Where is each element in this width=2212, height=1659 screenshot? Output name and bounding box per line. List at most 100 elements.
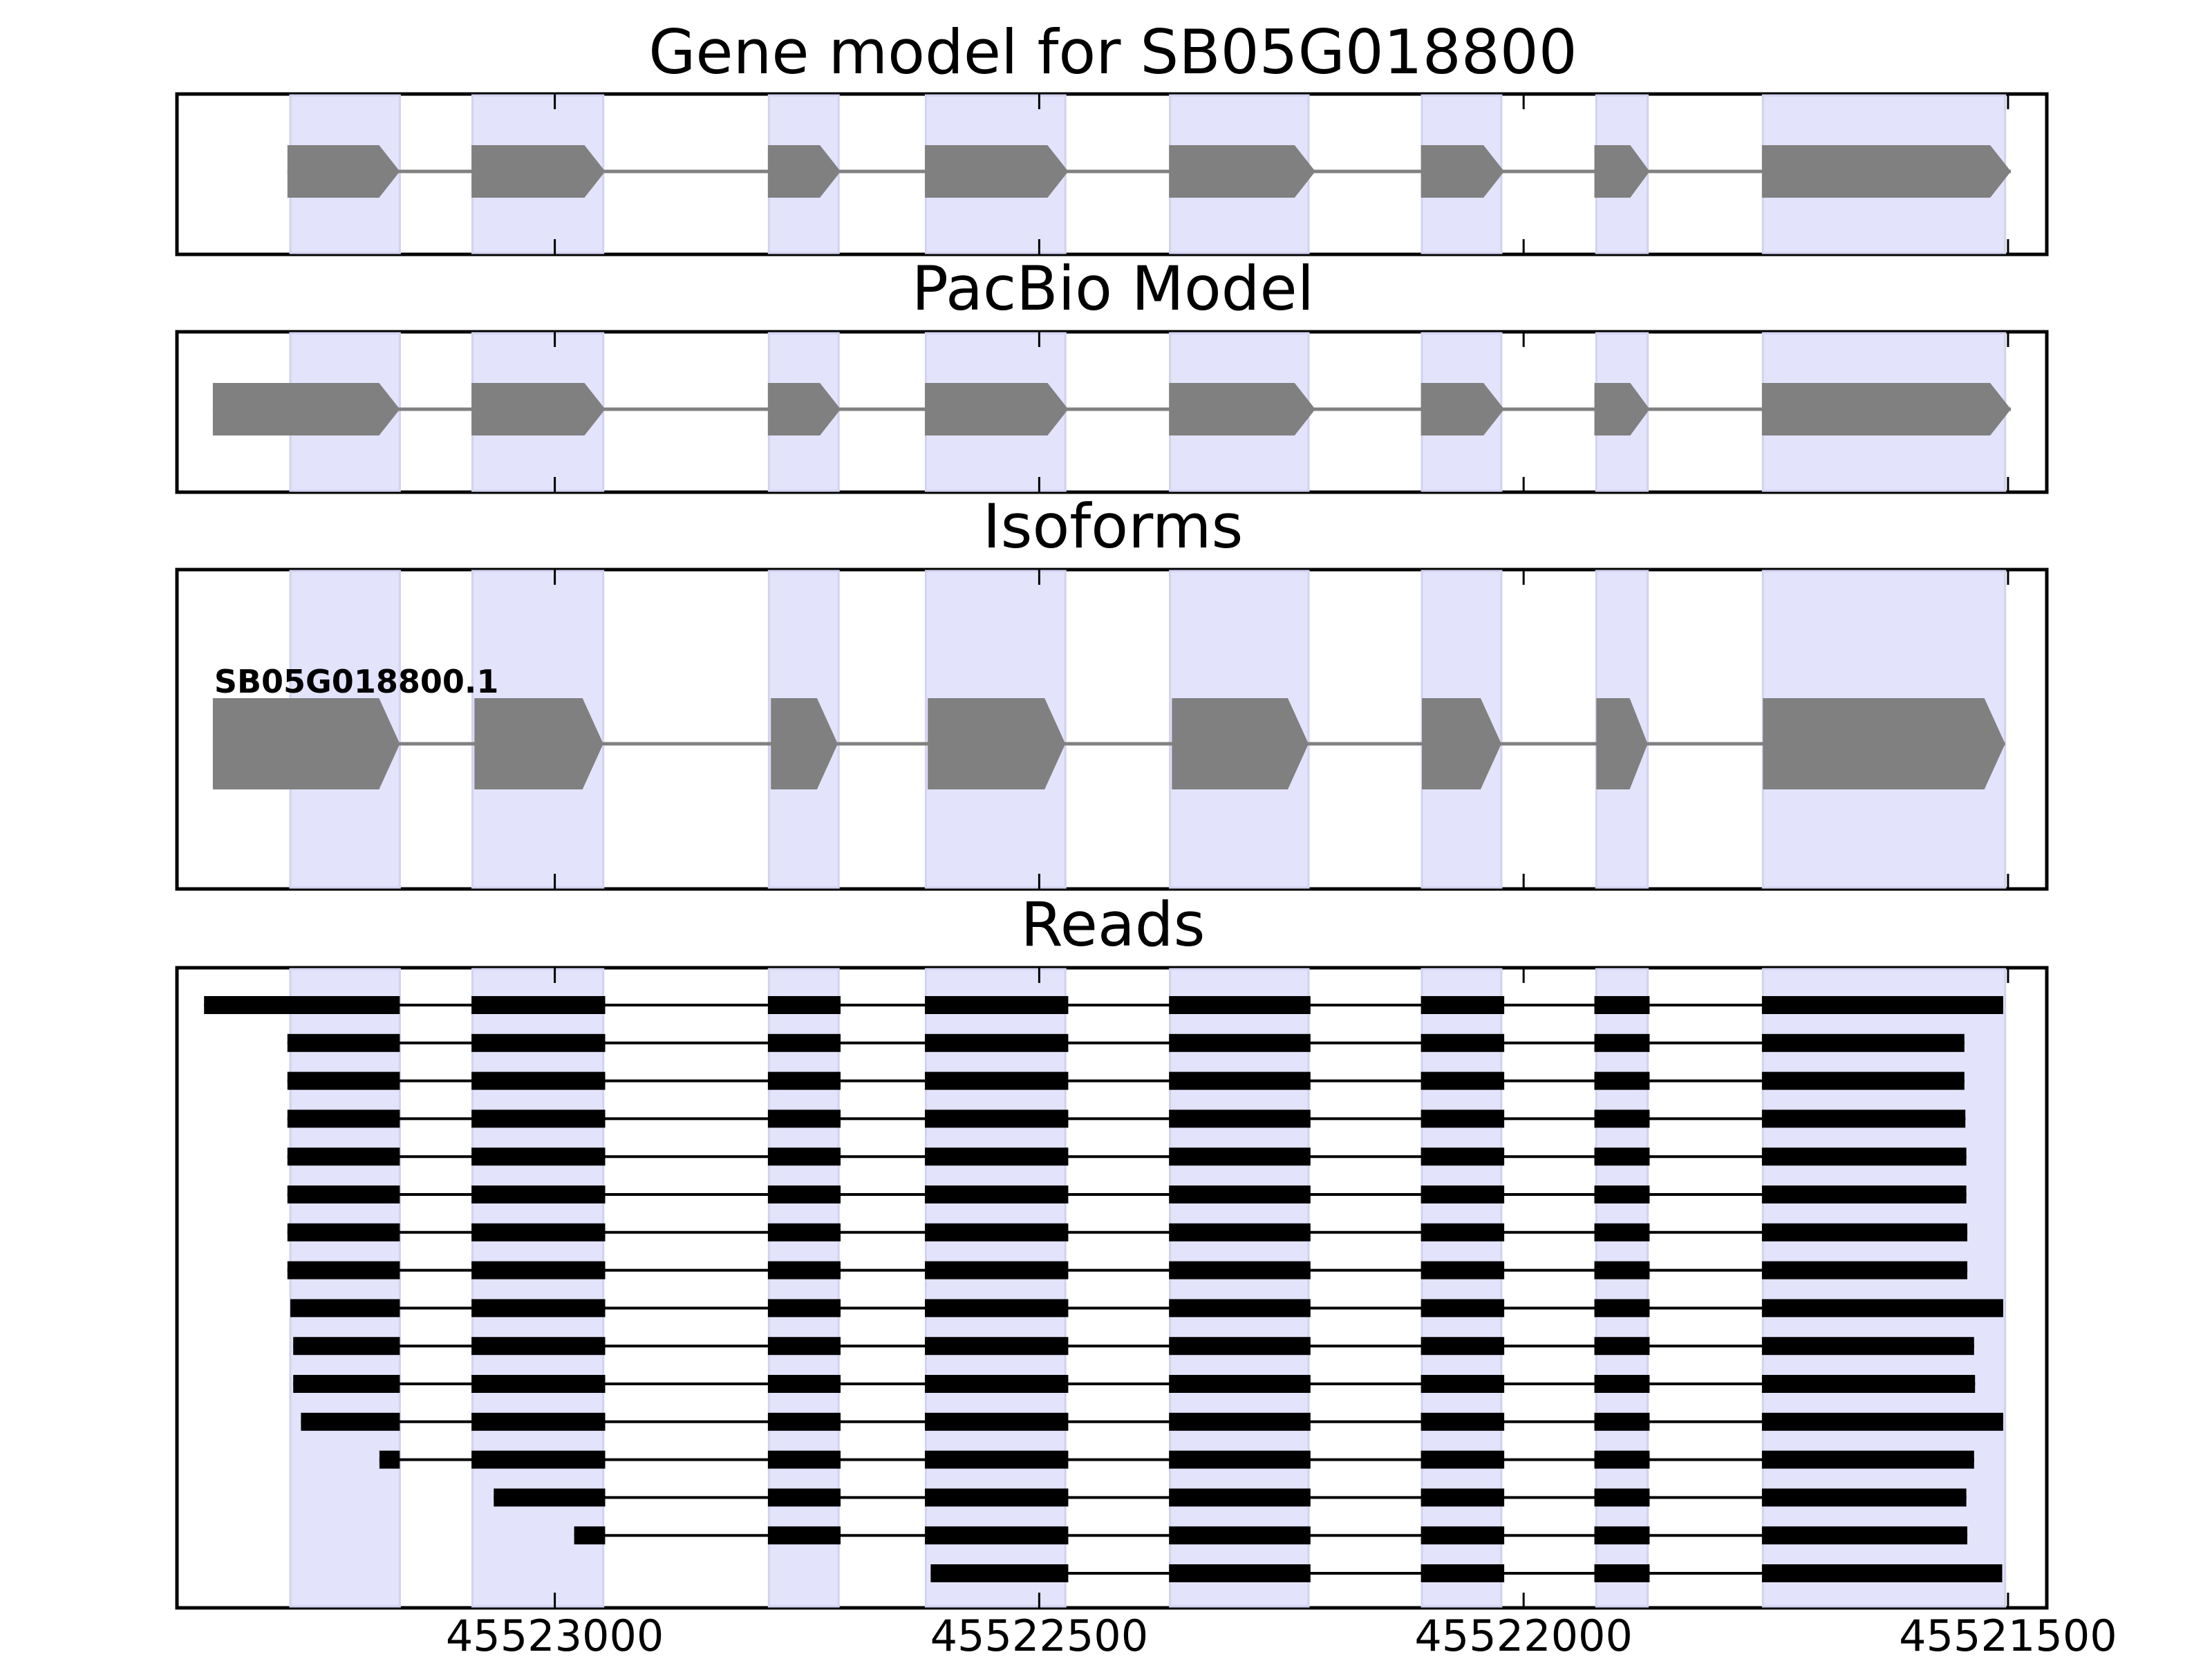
panel-frame-pacbio-model	[175, 330, 2049, 494]
read-exon-block	[1169, 1033, 1311, 1052]
read-exon-block	[1421, 1033, 1505, 1052]
read-exon-block	[1594, 1299, 1650, 1318]
read-exon-block	[925, 1450, 1069, 1469]
read-exon-block	[1421, 1261, 1505, 1280]
read-exon-block	[767, 1488, 841, 1507]
read-exon-block	[767, 996, 841, 1014]
read-exon-block	[287, 1185, 400, 1203]
read-exon-block	[1761, 1109, 1966, 1128]
read-exon-block	[925, 1071, 1069, 1090]
exon-shading-reads	[289, 968, 2007, 1608]
read-exon-block	[287, 1223, 400, 1241]
read-exon-block	[1421, 1337, 1505, 1356]
read-exon-block	[471, 1147, 606, 1166]
read-exon-block	[471, 1071, 606, 1090]
read-exon-block	[1761, 1337, 1974, 1356]
read-exon-block	[1421, 1488, 1505, 1507]
panel-title-pacbio-model: PacBio Model	[912, 253, 1314, 324]
read-exon-block	[471, 1299, 606, 1318]
read-exon-block	[925, 1337, 1069, 1356]
panel-isoforms: Isoforms SB05G018800.1	[175, 491, 2049, 891]
read-exon-block	[290, 1299, 400, 1318]
read-exon-block	[379, 1450, 400, 1469]
panel-frame-reads	[175, 966, 2049, 1610]
exon-arrow	[1172, 698, 1309, 789]
panel-gene-model: Gene model for SB05G018800	[175, 17, 2049, 256]
read-exon-block	[767, 1412, 841, 1431]
read-exon-block	[1169, 1299, 1311, 1318]
exon-arrow	[1422, 698, 1501, 789]
exon-arrow	[1169, 145, 1315, 198]
read-exon-block	[767, 1337, 841, 1356]
read-exon-block	[1594, 1033, 1650, 1052]
exon-arrow	[767, 145, 841, 198]
read-exon-block	[1421, 1071, 1505, 1090]
exon-shading-band	[1421, 968, 1503, 1608]
read-exon-block	[293, 1375, 400, 1393]
read-exon-block	[925, 1488, 1069, 1507]
read-exon-block	[1761, 1071, 1965, 1090]
read-exon-block	[471, 1412, 606, 1431]
read-exon-block	[1421, 996, 1505, 1014]
exon-arrow	[1761, 145, 2012, 198]
read-exon-block	[1594, 1261, 1650, 1280]
read-exon-block	[471, 1337, 606, 1356]
x-axis-tick-labels: 45523000 45522500 45522000 45521500	[446, 1611, 2117, 1659]
read-exon-block	[767, 1109, 841, 1128]
read-exon-block	[1169, 1488, 1311, 1507]
panel-title-reads: Reads	[1021, 889, 1206, 960]
read-exon-block	[1421, 1185, 1505, 1203]
read-exon-block	[1169, 1375, 1311, 1393]
read-exon-block	[287, 1261, 400, 1280]
read-exon-block	[1594, 1109, 1650, 1128]
read-exon-block	[301, 1412, 400, 1431]
tracks-pacbio-model	[212, 383, 2012, 435]
read-exon-block	[1169, 1147, 1311, 1166]
read-exon-block	[1594, 1147, 1650, 1166]
read-exon-block	[1594, 1450, 1650, 1469]
panel-pacbio-model: PacBio Model	[175, 253, 2049, 494]
ticks-isoforms	[554, 570, 2009, 889]
x-tick-label: 45522500	[930, 1611, 1149, 1659]
read-exon-block	[1761, 1185, 1967, 1203]
read-exon-block	[925, 996, 1069, 1014]
read-exon-block	[1169, 1526, 1311, 1545]
read-exon-block	[471, 996, 606, 1014]
read-exon-block	[767, 1526, 841, 1545]
tracks-reads	[204, 996, 2003, 1582]
ticks-pacbio-model	[554, 332, 2009, 492]
read-exon-block	[1594, 996, 1650, 1014]
read-exon-block	[1169, 1261, 1311, 1280]
read-exon-block	[1761, 1412, 2003, 1431]
read-exon-block	[1761, 1450, 1974, 1469]
read-exon-block	[1594, 1526, 1650, 1545]
panel-title-gene-model: Gene model for SB05G018800	[648, 17, 1577, 88]
read-exon-block	[1594, 1375, 1650, 1393]
exon-arrow	[471, 383, 606, 435]
exon-arrow	[1421, 383, 1505, 435]
read-exon-block	[767, 1147, 841, 1166]
read-exon-block	[1169, 1564, 1311, 1582]
read-exon-block	[925, 1033, 1069, 1052]
read-exon-block	[494, 1488, 606, 1507]
read-exon-block	[1421, 1109, 1505, 1128]
exon-shading-band	[924, 968, 1067, 1608]
read-exon-block	[287, 1109, 400, 1128]
read-exon-block	[1761, 996, 2003, 1014]
exon-arrow	[1594, 383, 1650, 435]
exon-arrow	[1596, 698, 1648, 789]
exon-shading-band	[1761, 968, 2007, 1608]
exon-arrow	[925, 145, 1069, 198]
read-exon-block	[287, 1147, 400, 1166]
read-exon-block	[471, 1223, 606, 1241]
read-exon-block	[471, 1450, 606, 1469]
read-exon-block	[287, 1033, 400, 1052]
exon-arrow	[767, 383, 841, 435]
ticks-gene-model	[554, 94, 2009, 254]
exon-arrow	[1169, 383, 1315, 435]
read-exon-block	[1421, 1412, 1505, 1431]
read-exon-block	[1761, 1488, 1967, 1507]
exon-arrow	[1763, 698, 2005, 789]
exon-arrow	[1594, 145, 1650, 198]
